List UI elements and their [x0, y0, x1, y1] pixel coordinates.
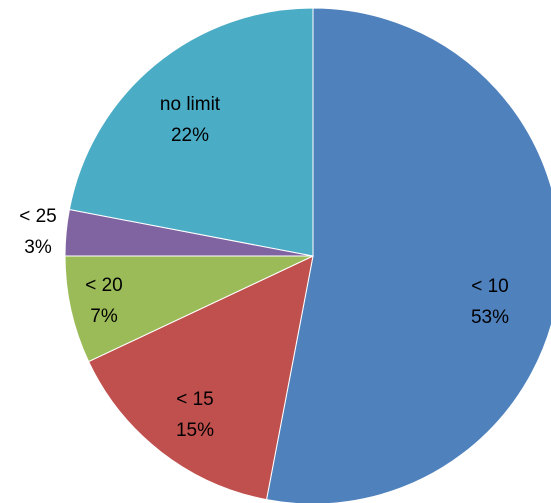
slice-percent-label-1: 15% [176, 420, 214, 441]
slice-percent-label-4: 22% [171, 125, 209, 146]
pie-slice-2 [64, 255, 314, 363]
slice-percent-label-0: 53% [471, 307, 509, 328]
pie-slices [64, 7, 551, 503]
slice-category-label-4: no limit [160, 94, 221, 115]
slice-category-label-1: < 15 [176, 389, 214, 410]
slice-percent-label-3: 3% [24, 237, 52, 258]
pie-slice-1 [87, 255, 314, 501]
slice-category-label-0: < 10 [471, 276, 509, 297]
pie-slice-0 [265, 7, 551, 503]
pie-labels: < 10 53% < 15 15% < 20 7% < 25 3% no limit 22% [19, 94, 509, 441]
slice-category-label-2: < 20 [85, 275, 123, 296]
slice-category-label-3: < 25 [19, 206, 57, 227]
slice-percent-label-2: 7% [90, 306, 118, 327]
pie-slice-4 [68, 7, 314, 257]
